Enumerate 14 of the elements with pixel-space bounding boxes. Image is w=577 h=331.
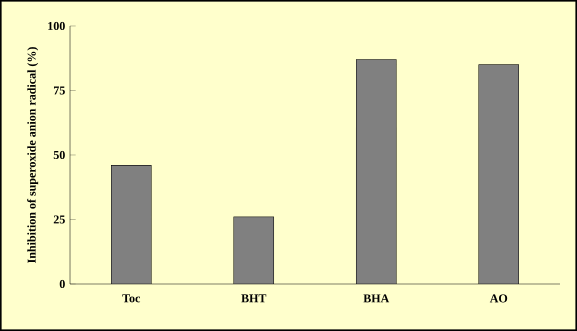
x-tick-label: BHA — [363, 294, 390, 302]
y-tick-label: 0 — [60, 280, 65, 288]
bar — [234, 216, 274, 284]
y-tick-label: 100 — [48, 22, 65, 30]
x-tick-label: AO — [490, 294, 508, 302]
y-axis-title: Inhibition of superoxide anion radical (%) — [27, 47, 38, 263]
bar — [111, 165, 152, 284]
y-tick-label: 75 — [54, 86, 65, 94]
bar — [356, 60, 396, 284]
y-tick-label: 50 — [54, 150, 65, 160]
x-tick-label: BHT — [241, 294, 266, 302]
x-tick-label: Toc — [122, 294, 140, 302]
y-tick-label: 25 — [54, 215, 65, 224]
bar — [478, 64, 520, 284]
